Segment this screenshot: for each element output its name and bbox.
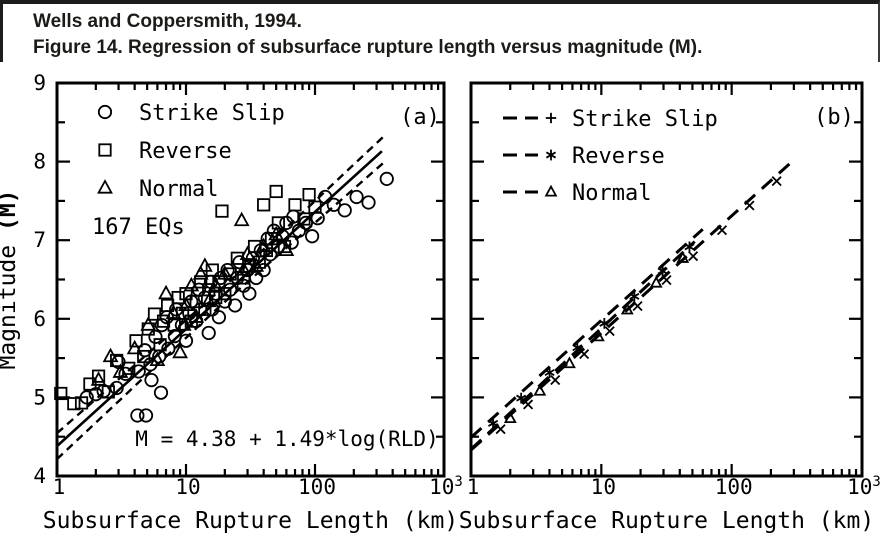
svg-text:Reverse: Reverse bbox=[572, 144, 665, 169]
legend-panel-b: Strike Slip Reverse Normal bbox=[503, 107, 718, 206]
line-normal bbox=[469, 240, 696, 451]
svg-text:Normal: Normal bbox=[572, 181, 651, 206]
figure-source: Wells and Coppersmith, 1994. bbox=[33, 11, 302, 32]
svg-text:Strike Slip: Strike Slip bbox=[572, 107, 718, 132]
x-axis-label: Subsurface Rupture Length (km) bbox=[459, 508, 874, 534]
x-axis-label: Subsurface Rupture Length (km) bbox=[43, 508, 458, 534]
svg-text:1: 1 bbox=[53, 475, 66, 499]
figure-caption-box: Wells and Coppersmith, 1994. Figure 14. … bbox=[0, 0, 880, 62]
svg-text:4: 4 bbox=[33, 464, 46, 488]
svg-text:Strike Slip: Strike Slip bbox=[139, 101, 285, 126]
figure-panels: (a) 1 10 100 103 Subsurface Rupture Length (k… bbox=[0, 62, 880, 551]
series-normal bbox=[90, 211, 295, 386]
svg-text:100: 100 bbox=[298, 475, 336, 499]
panel-b-x-tick-labels: 1 10 100 103 Subsurface Rupture Length (km) bbox=[459, 474, 880, 534]
svg-text:9: 9 bbox=[33, 71, 46, 95]
line-reverse bbox=[469, 228, 704, 439]
panel-a-x-tick-labels: 1 10 100 103 Subsurface Rupture Length (km) bbox=[43, 474, 463, 534]
svg-text:Reverse: Reverse bbox=[139, 139, 232, 164]
panel-b-frame: (b) bbox=[469, 81, 864, 478]
panel-label: (a) bbox=[400, 105, 440, 130]
svg-text:10: 10 bbox=[591, 475, 616, 499]
svg-text:Normal: Normal bbox=[139, 177, 218, 202]
svg-text:5: 5 bbox=[33, 385, 46, 409]
panel-a-frame: (a) bbox=[55, 81, 446, 478]
svg-text:8: 8 bbox=[33, 150, 46, 174]
svg-text:10: 10 bbox=[175, 475, 200, 499]
figure-title: Figure 14. Regression of subsurface rupt… bbox=[33, 37, 703, 58]
rupture-length-vs-magnitude-chart: (a) 1 10 100 103 Subsurface Rupture Length (k… bbox=[0, 71, 880, 534]
svg-text:7: 7 bbox=[33, 228, 46, 252]
y-axis-labels: 4 5 6 7 8 9 Magnitude (M) bbox=[0, 71, 46, 488]
legend-panel-a: Strike Slip Reverse Normal 167 EQs bbox=[92, 101, 285, 240]
series-strike-slip bbox=[79, 171, 394, 423]
line-strike-slip bbox=[469, 158, 795, 452]
svg-text:6: 6 bbox=[33, 307, 46, 331]
panel-label: (b) bbox=[814, 105, 854, 130]
svg-text:103: 103 bbox=[847, 474, 880, 499]
eq-count-label: 167 EQs bbox=[92, 215, 185, 240]
svg-text:103: 103 bbox=[429, 474, 463, 499]
regression-equation: M = 4.38 + 1.49*log(RLD) bbox=[135, 427, 438, 451]
svg-text:100: 100 bbox=[715, 475, 753, 499]
svg-text:1: 1 bbox=[467, 475, 480, 499]
y-axis-label: Magnitude (M) bbox=[0, 189, 21, 369]
